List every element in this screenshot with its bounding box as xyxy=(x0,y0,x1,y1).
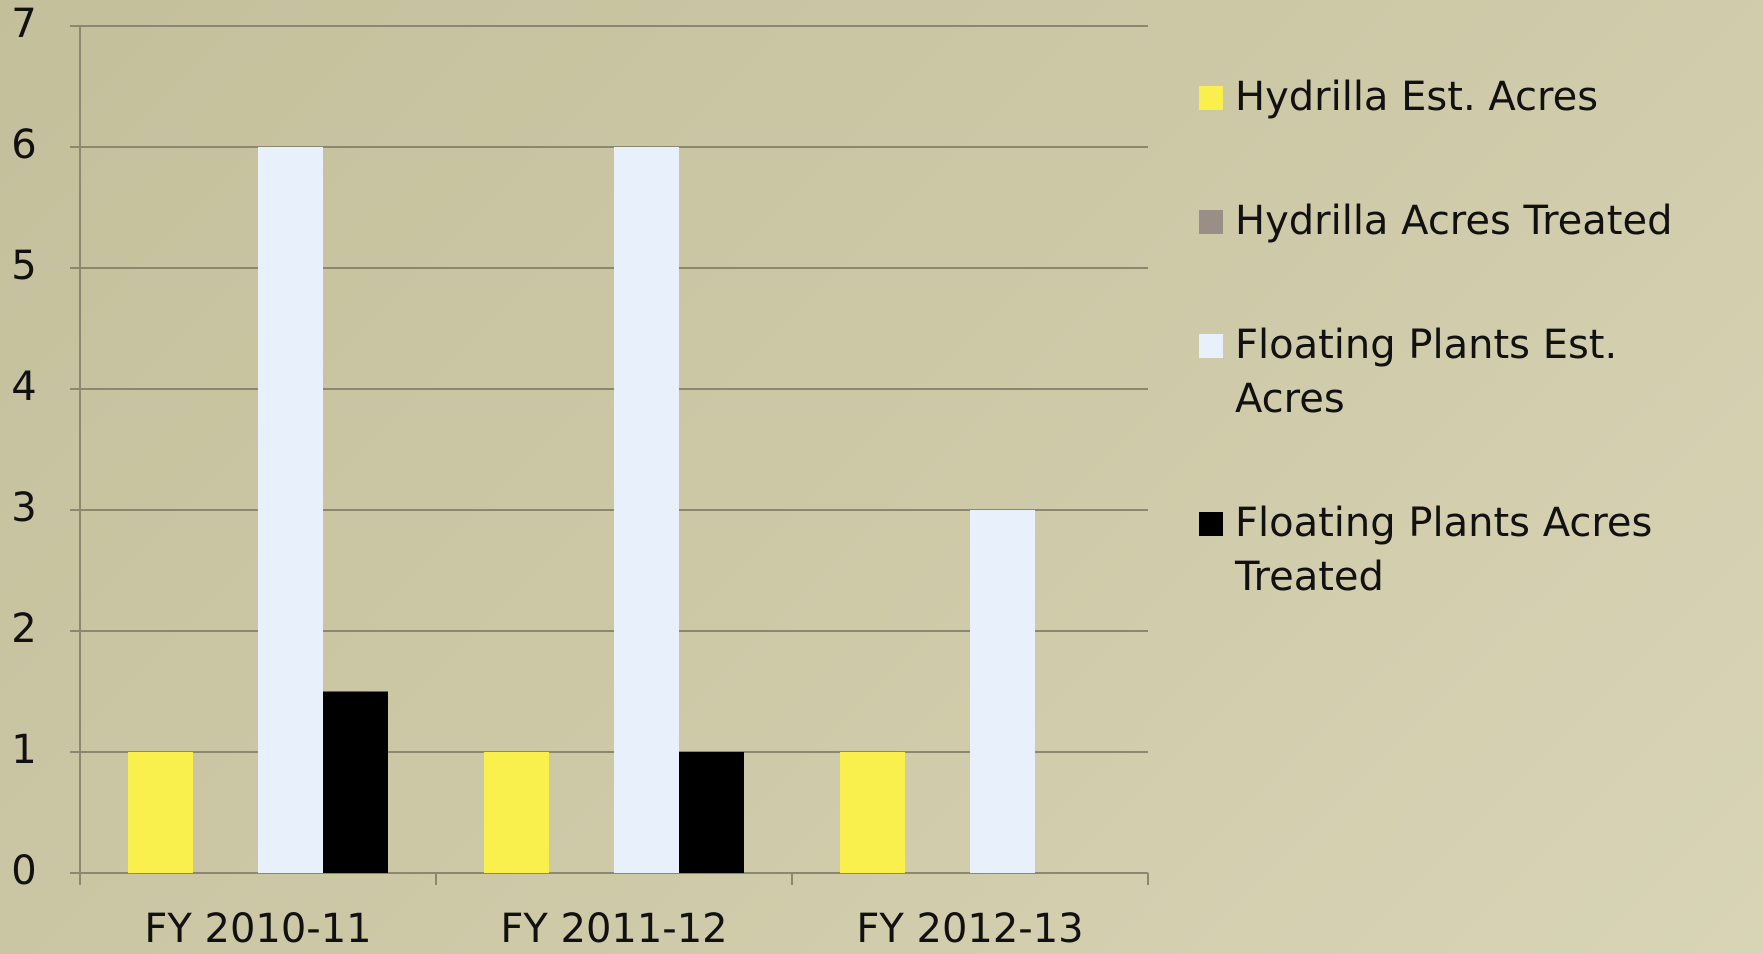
bar xyxy=(679,752,744,873)
bar xyxy=(323,691,388,873)
bar xyxy=(840,752,905,873)
x-tick-label: FY 2011-12 xyxy=(500,906,727,952)
legend: Hydrilla Est. Acres Hydrilla Acres Treate… xyxy=(1199,70,1739,674)
bar xyxy=(128,752,193,873)
y-tick-label: 3 xyxy=(11,485,36,531)
x-tick-label: FY 2012-13 xyxy=(856,906,1083,952)
legend-label: Floating Plants Est. Acres xyxy=(1235,322,1618,422)
legend-item: Hydrilla Acres Treated xyxy=(1199,194,1739,248)
legend-item: Floating Plants Acres Treated xyxy=(1199,496,1739,604)
y-tick-label: 7 xyxy=(11,1,36,47)
legend-swatch xyxy=(1199,86,1223,110)
y-tick-label: 0 xyxy=(11,848,36,894)
legend-swatch xyxy=(1199,210,1223,234)
x-tick-label: FY 2010-11 xyxy=(144,906,371,952)
y-tick-label: 2 xyxy=(11,606,36,652)
legend-label: Floating Plants Acres Treated xyxy=(1235,500,1653,600)
legend-item: Floating Plants Est. Acres xyxy=(1199,318,1739,426)
bar xyxy=(614,147,679,873)
bar xyxy=(970,510,1035,873)
y-tick-label: 5 xyxy=(11,243,36,289)
y-tick-label: 4 xyxy=(11,364,36,410)
legend-label: Hydrilla Acres Treated xyxy=(1235,198,1673,244)
legend-label: Hydrilla Est. Acres xyxy=(1235,74,1599,120)
y-tick-label: 1 xyxy=(11,727,36,773)
bar xyxy=(484,752,549,873)
legend-swatch xyxy=(1199,512,1223,536)
legend-swatch xyxy=(1199,334,1223,358)
y-tick-label: 6 xyxy=(11,122,36,168)
legend-item: Hydrilla Est. Acres xyxy=(1199,70,1739,124)
bar xyxy=(258,147,323,873)
